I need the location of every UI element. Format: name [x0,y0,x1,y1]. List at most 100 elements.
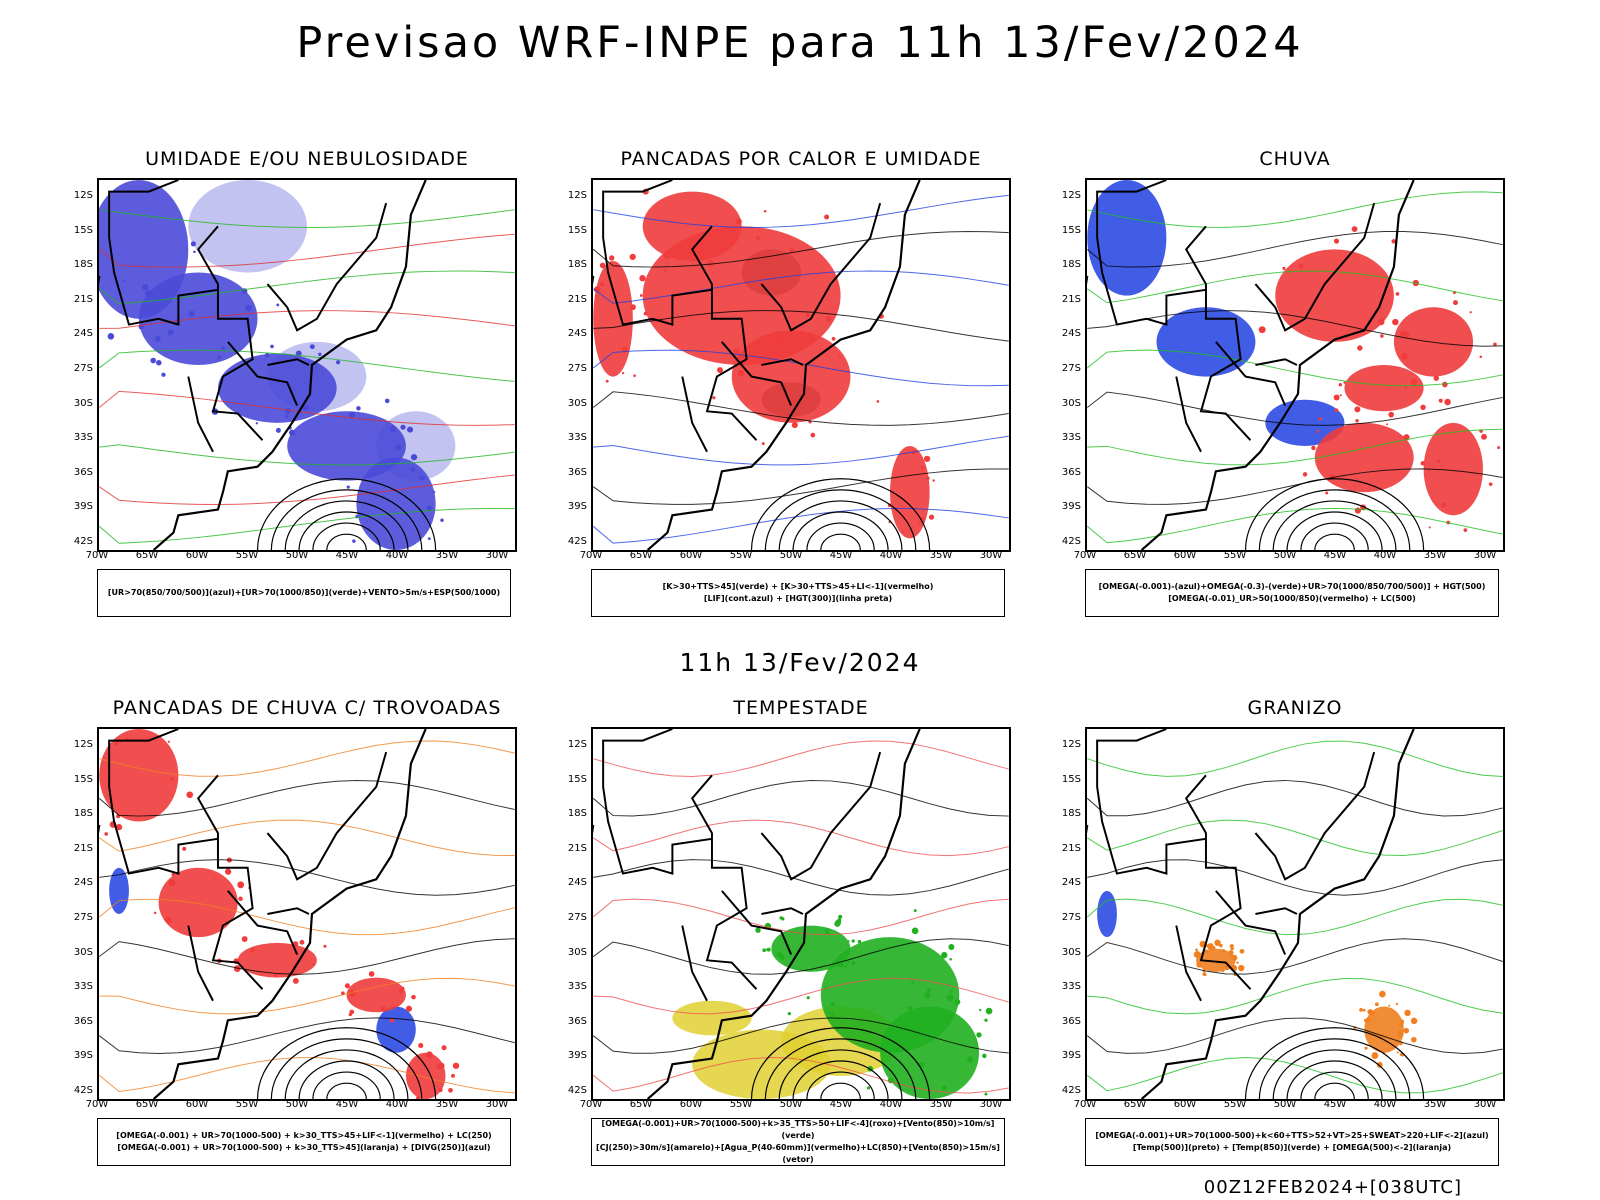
speckle [1469,311,1472,314]
speckle [275,427,281,433]
speckle [831,1011,835,1016]
speckle [901,530,905,533]
lat-tick-label: 27S [73,363,93,374]
isoline [593,740,1009,777]
contour-ring [820,1082,861,1099]
speckle [142,284,149,291]
country-border [690,774,758,990]
isoline [593,898,1009,936]
speckle [451,1073,455,1078]
speckle [1207,944,1210,947]
lat-tick-label: 36S [73,1015,93,1027]
isoline [593,508,1009,544]
country-border [1184,774,1252,990]
map-panel [591,727,1011,1101]
lon-tick-label: 40W [879,550,903,561]
country-border [266,202,388,332]
shaded-area [1364,1006,1404,1053]
contour-ring [792,1060,889,1099]
speckle [418,1043,424,1049]
coastline-east [1140,180,1415,550]
speckle [1193,951,1201,958]
speckle [1298,263,1304,269]
speckle [824,214,830,220]
speckle [395,444,402,451]
lon-tick-label: 35W [1423,1099,1447,1110]
isoline [593,1056,1009,1094]
lat-tick-label: 12S [73,739,93,750]
country-border [108,180,219,326]
legend-box: [OMEGA(-0.001)+UR>70(1000-500)+k<60+TTS>… [1085,1118,1499,1166]
speckle [949,990,953,994]
speckle [167,740,170,743]
speckle [1354,406,1361,413]
speckle [1239,948,1245,954]
lat-tick-label: 12S [567,190,587,201]
country-border [681,376,708,453]
country-border [602,729,713,875]
country-border [761,907,804,915]
isoline [99,859,515,896]
speckle [1204,949,1209,954]
speckle [1420,404,1426,410]
shaded-area [346,977,406,1013]
legend-line: [OMEGA(-0.001)-(azul)+OMEGA(-0.3)-(verde… [1098,582,1486,591]
isoline [99,1017,515,1054]
map-svg [99,180,515,550]
map-panel [1085,727,1505,1101]
lon-tick-label: 45W [1323,550,1347,561]
speckle [1404,1009,1411,1017]
contour-ring [284,1049,409,1099]
lat-tick-label: 12S [567,739,587,750]
speckle [368,971,375,977]
speckle [1202,972,1207,976]
speckle [122,279,126,283]
speckle [1355,419,1359,423]
lon-tick-label: 55W [235,1099,259,1110]
lon-tick-label: 30W [1473,550,1497,561]
lon-tick-label: 65W [1123,550,1147,561]
speckle [630,304,636,311]
lat-tick-label: 21S [73,842,93,854]
speckle [1441,502,1447,508]
contour-ring [312,522,381,550]
isoline [99,938,515,975]
lon-tick-label: 55W [1223,550,1247,561]
contour-ring [792,511,889,550]
map-panel [591,178,1011,552]
contour-ring [1286,1060,1383,1099]
lon-tick-label: 60W [185,550,209,561]
speckle [1395,292,1400,296]
speckle [1343,381,1346,384]
speckle [427,537,431,541]
lat-tick-label: 21S [1061,293,1081,305]
lat-tick-label: 15S [567,224,587,236]
lat-tick-label: 18S [567,808,587,820]
speckle [221,346,226,351]
speckle [264,352,270,358]
legend-line: [OMEGA(-0.01)_UR>50(1000/850)(vermelho) … [1168,594,1416,603]
speckle [979,1008,982,1012]
speckle [104,832,109,836]
speckle [1379,990,1386,998]
speckle [876,400,880,403]
country-border [227,341,299,406]
lat-tick-label: 18S [567,259,587,271]
lon-tick-label: 65W [135,550,159,561]
speckle [171,872,176,877]
speckle [1437,459,1441,463]
speckle [605,379,609,383]
contour-ring [806,522,875,550]
coastline-east [152,729,427,1099]
speckle [1444,398,1451,406]
isoline [1087,859,1503,896]
lon-tick-label: 40W [385,1099,409,1110]
contour-ring [1272,500,1397,550]
speckle [1386,423,1389,426]
speckle [789,248,794,253]
legend-box: [UR>70(850/700/500)](azul)+[UR>70(1000/8… [97,569,511,617]
country-border [196,225,264,441]
lat-tick-label: 21S [567,842,587,854]
speckle [276,303,280,307]
lat-tick-label: 27S [73,912,93,923]
